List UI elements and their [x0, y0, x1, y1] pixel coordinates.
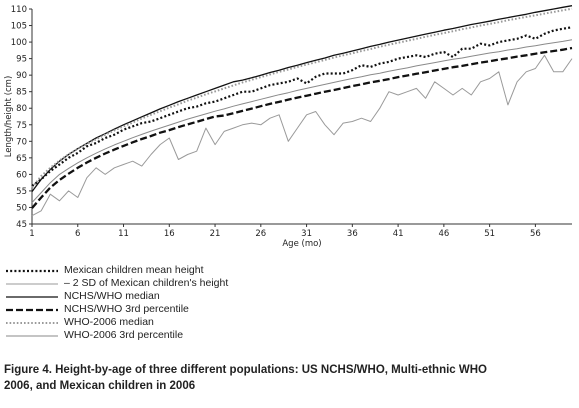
y-tick-label: 60	[16, 170, 27, 180]
series-line-1	[31, 26, 573, 187]
x-tick-label: 31	[301, 229, 312, 239]
legend-label: NCHS/WHO median	[64, 290, 160, 302]
y-tick-label: 70	[16, 137, 27, 147]
legend-item: – 2 SD of Mexican children's height	[4, 277, 364, 290]
x-tick-label: 16	[164, 229, 175, 239]
y-tick-label: 85	[16, 88, 27, 98]
figure-caption: Figure 4. Height-by-age of three differe…	[4, 362, 574, 394]
series-line-6	[31, 39, 573, 203]
legend-item: NCHS/WHO median	[4, 290, 364, 303]
legend-item: Mexican children mean height	[4, 264, 364, 277]
legend-swatch	[6, 322, 58, 324]
x-tick-label: 21	[210, 229, 221, 239]
legend-label: WHO-2006 3rd percentile	[64, 329, 184, 341]
y-tick-label: 75	[16, 121, 27, 131]
y-tick-label: 95	[16, 55, 27, 65]
legend-label: WHO-2006 median	[64, 316, 154, 328]
x-tick-label: 11	[118, 229, 129, 239]
x-tick-label: 1	[29, 229, 34, 239]
x-tick-label: 41	[393, 229, 404, 239]
y-tick-label: 110	[11, 5, 27, 15]
x-tick-label: 46	[438, 229, 449, 239]
legend-item: WHO-2006 median	[4, 316, 364, 329]
legend-item: NCHS/WHO 3rd percentile	[4, 303, 364, 316]
y-tick-label: 65	[16, 154, 27, 164]
legend-label: Mexican children mean height	[64, 264, 204, 276]
legend-swatch	[6, 283, 58, 285]
series-line-2	[31, 54, 573, 217]
x-tick-label: 36	[347, 229, 358, 239]
x-tick-label: 51	[484, 229, 495, 239]
legend-swatch	[6, 296, 58, 298]
y-tick-label: 100	[11, 38, 27, 48]
series-line-4	[31, 46, 573, 209]
y-tick-label: 45	[16, 220, 27, 230]
legend-item: WHO-2006 3rd percentile	[4, 329, 364, 342]
x-tick-label: 56	[530, 229, 541, 239]
y-tick-label: 50	[16, 203, 27, 213]
caption-line-2: 2006, and Mexican children in 2006	[4, 380, 196, 392]
x-tick-label: 6	[75, 229, 80, 239]
legend-swatch	[6, 335, 58, 337]
legend-label: – 2 SD of Mexican children's height	[64, 277, 229, 289]
caption-line-1: Figure 4. Height-by-age of three differe…	[4, 364, 487, 376]
legend-label: NCHS/WHO 3rd percentile	[64, 303, 189, 315]
legend-swatch	[6, 308, 58, 312]
series-line-3	[31, 5, 573, 192]
legend-swatch	[6, 269, 58, 273]
y-tick-label: 90	[16, 71, 27, 81]
y-tick-label: 55	[16, 187, 27, 197]
y-tick-label: 105	[11, 22, 27, 32]
y-axis-title: Length/height (cm)	[4, 76, 14, 158]
series-line-5	[31, 7, 573, 189]
x-axis-title: Age (mo)	[282, 239, 321, 249]
x-tick-label: 26	[255, 229, 266, 239]
y-tick-label: 80	[16, 104, 27, 114]
legend: Mexican children mean height – 2 SD of Me…	[4, 264, 364, 342]
